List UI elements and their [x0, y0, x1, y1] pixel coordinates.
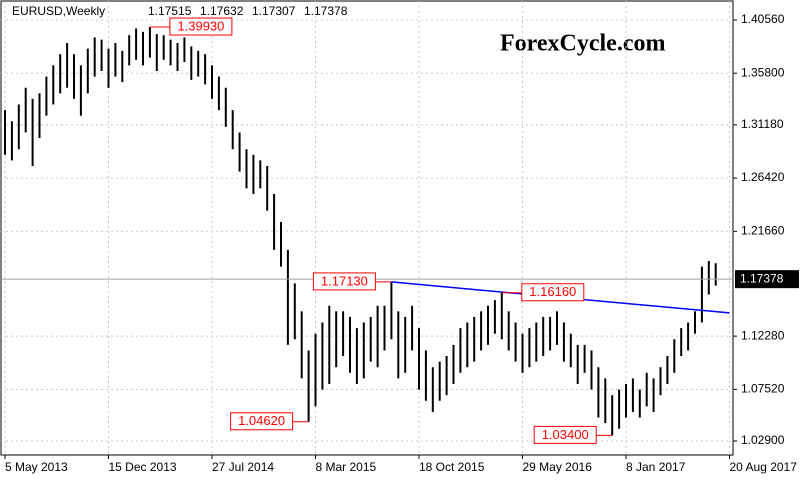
annotation-box [169, 17, 233, 36]
annotation-label: 1.16160 [529, 284, 576, 299]
y-tick-label: 1.21660 [741, 223, 785, 237]
annotation-label: 1.04620 [238, 413, 285, 428]
x-tick-label: 29 May 2016 [523, 460, 593, 474]
x-tick-label: 5 May 2013 [5, 460, 68, 474]
y-tick-label: 1.26420 [741, 170, 785, 184]
y-tick-label: 1.40560 [741, 12, 785, 26]
annotation-label: 1.39930 [177, 18, 224, 33]
y-tick-label: 1.35800 [741, 65, 785, 79]
x-tick-label: 18 Oct 2015 [419, 460, 485, 474]
current-price-label: 1.17378 [740, 271, 784, 285]
annotation-box [521, 283, 585, 302]
symbol: EURUSD,Weekly [12, 4, 105, 18]
x-tick-label: 8 Jan 2017 [626, 460, 686, 474]
ohlc-value: 1.17632 [200, 4, 244, 18]
plot-area [0, 0, 734, 456]
annotation-label: 1.17130 [321, 273, 368, 288]
y-tick-label: 1.31180 [741, 117, 784, 131]
y-tick-label: 1.12280 [741, 328, 785, 342]
x-tick-label: 8 Mar 2015 [316, 460, 377, 474]
watermark: ForexCycle.com [500, 31, 665, 57]
y-tick-label: 1.02900 [741, 433, 785, 447]
x-tick-label: 27 Jul 2014 [212, 460, 274, 474]
y-tick-label: 1.07520 [741, 382, 785, 396]
ohlc-value: 1.17307 [252, 4, 296, 18]
x-tick-label: 15 Dec 2013 [109, 460, 177, 474]
x-tick-label: 20 Aug 2017 [730, 460, 798, 474]
annotation-label: 1.03400 [542, 427, 589, 442]
ohlc-value: 1.17378 [304, 4, 348, 18]
annotation-box [230, 412, 294, 431]
current-price-box [735, 270, 799, 289]
annotation-box [312, 272, 376, 291]
annotation-box [533, 425, 597, 444]
ohlc-value: 1.17515 [148, 4, 192, 18]
